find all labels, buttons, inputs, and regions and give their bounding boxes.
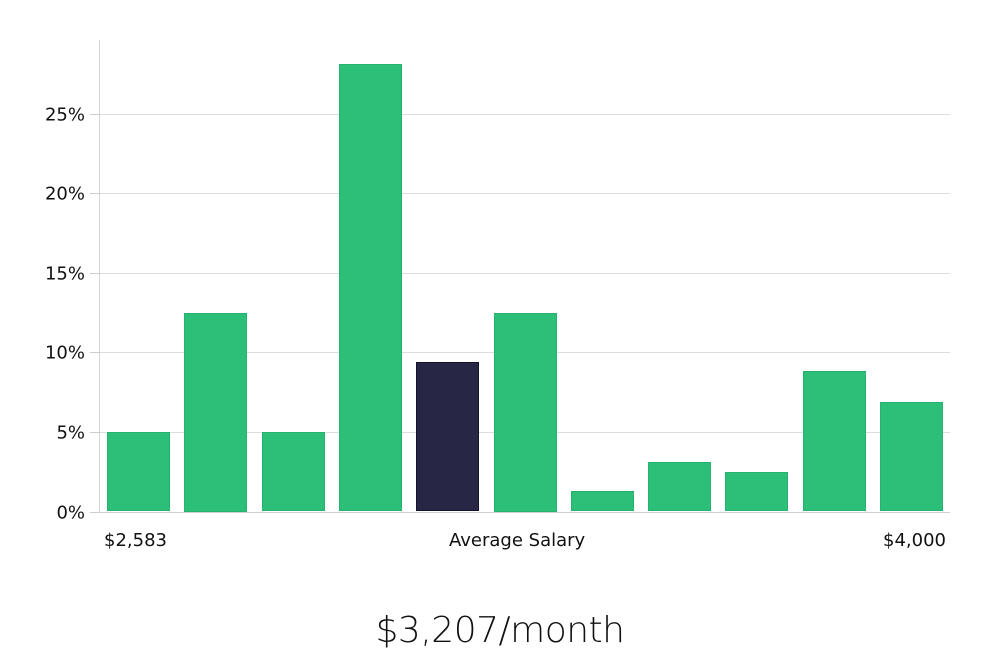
- bar: [802, 371, 866, 512]
- bar: [338, 64, 402, 512]
- gridline: [100, 114, 950, 115]
- bar: [184, 312, 248, 512]
- y-tick-mark: [90, 193, 100, 194]
- y-tick-mark: [90, 114, 100, 115]
- bar-average-salary-bin: [416, 361, 480, 512]
- bar: [648, 462, 712, 512]
- y-tick-mark: [90, 352, 100, 353]
- bar: [261, 431, 325, 512]
- bar: [570, 490, 634, 512]
- gridline: [100, 193, 950, 194]
- y-tick-mark: [90, 432, 100, 433]
- average-salary-summary: $3,207/month: [375, 610, 625, 651]
- x-axis-baseline: [100, 512, 950, 513]
- y-tick-label: 5%: [56, 422, 85, 444]
- y-tick-label: 10%: [44, 342, 85, 364]
- y-tick-mark: [90, 512, 100, 513]
- x-max-label: $4,000: [883, 530, 946, 551]
- y-tick-mark: [90, 273, 100, 274]
- y-tick-label: 0%: [56, 502, 85, 524]
- y-tick-label: 25%: [44, 104, 85, 126]
- x-min-label: $2,583: [104, 530, 167, 551]
- gridline: [100, 273, 950, 274]
- bar: [880, 401, 943, 512]
- bar: [107, 431, 170, 512]
- bar: [725, 471, 789, 512]
- bar: [493, 312, 557, 512]
- y-tick-label: 15%: [44, 263, 85, 285]
- y-axis-line: [99, 40, 100, 512]
- x-axis-title: Average Salary: [449, 530, 586, 551]
- y-tick-label: 20%: [44, 183, 85, 205]
